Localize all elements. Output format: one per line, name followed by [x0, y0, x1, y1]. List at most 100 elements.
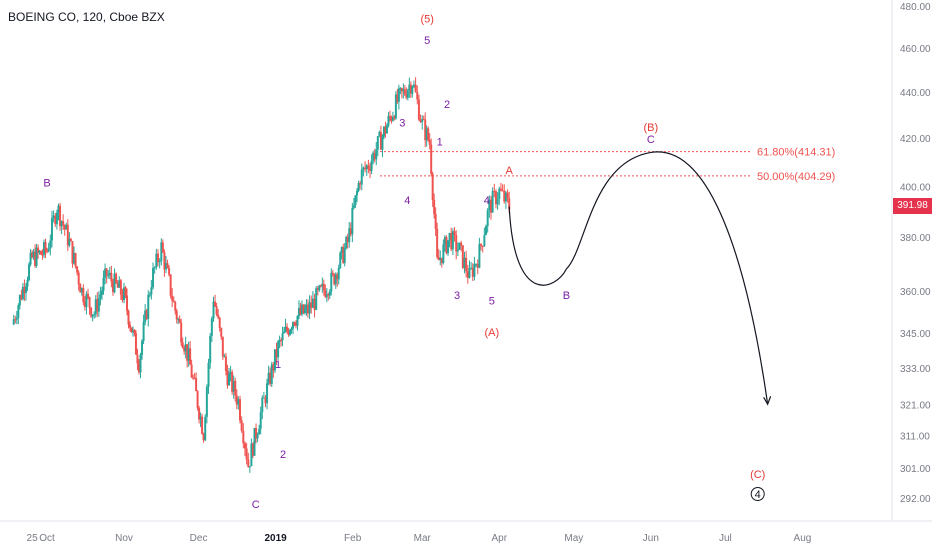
- projection-curve[interactable]: [508, 151, 769, 405]
- candle-body: [480, 244, 483, 246]
- candle-body: [364, 167, 367, 170]
- candle-body: [228, 374, 231, 386]
- candle-body: [440, 257, 443, 263]
- candle-body: [337, 267, 340, 280]
- candle-body: [139, 354, 142, 373]
- wave-label: 4: [404, 195, 410, 207]
- candle-body: [186, 344, 189, 361]
- time-tick-label: Apr: [491, 533, 507, 544]
- candle-body: [375, 149, 378, 160]
- candle-body: [357, 183, 360, 191]
- candle-body: [235, 395, 238, 405]
- candle-body: [63, 225, 66, 230]
- candle-body: [220, 327, 223, 337]
- candle-body: [152, 268, 155, 288]
- candle-body: [284, 326, 287, 332]
- candle-body: [402, 89, 405, 92]
- time-axis[interactable]: OctNovDec2019FebMarAprMayJunJulAugSep25: [0, 520, 932, 544]
- candle-body: [161, 242, 164, 253]
- candle-body: [100, 290, 103, 295]
- candle-body: [330, 272, 333, 292]
- candle-body: [142, 322, 145, 341]
- candle-body: [31, 252, 34, 258]
- candle-body: [365, 165, 368, 170]
- candle-body: [224, 356, 227, 371]
- candle-body: [46, 251, 48, 253]
- candle-body: [328, 291, 331, 296]
- candle-body: [376, 136, 379, 150]
- candle-body: [212, 301, 215, 319]
- candle-body: [253, 427, 256, 456]
- candle-body: [168, 267, 171, 275]
- time-tick-label: 25: [27, 533, 39, 544]
- candle-body: [180, 322, 183, 343]
- wave-label: 1: [275, 359, 281, 371]
- candle-body: [130, 327, 133, 333]
- candle-body: [351, 207, 354, 235]
- candle-body: [280, 340, 283, 342]
- candle-body: [422, 119, 425, 121]
- candle-body: [124, 287, 127, 296]
- candle-body: [470, 267, 473, 269]
- candle-body: [226, 370, 229, 386]
- wave-label: (C): [750, 469, 765, 481]
- candle-body: [204, 416, 207, 441]
- candle-body: [283, 331, 286, 334]
- candle-body: [451, 231, 454, 250]
- candle-body: [20, 294, 23, 300]
- candle-body: [286, 326, 289, 331]
- candle-body: [145, 310, 148, 319]
- candle-body: [453, 231, 456, 235]
- candle-body: [437, 256, 440, 261]
- candle-body: [77, 272, 80, 285]
- candle-body: [331, 272, 334, 275]
- candle-body: [465, 257, 468, 272]
- price-axis[interactable]: 480.00 460.00 440.00 420.00 400.00 380.00 360.…: [891, 0, 931, 520]
- candle-body: [259, 412, 262, 429]
- candle-body: [261, 397, 264, 413]
- candle-body: [387, 116, 390, 126]
- candle-body: [71, 241, 74, 264]
- candle-body: [460, 242, 463, 246]
- candle-body: [297, 307, 300, 316]
- candle-body: [431, 173, 434, 200]
- candle-body: [247, 459, 250, 467]
- price-tick-label: 420.00: [900, 134, 931, 145]
- candle-body: [324, 290, 327, 297]
- candle-body: [94, 299, 97, 315]
- candle-body: [305, 304, 308, 309]
- candle-body: [196, 391, 199, 408]
- price-tick-label: 380.00: [900, 233, 931, 244]
- candle-body: [372, 152, 375, 161]
- time-tick-label: Mar: [414, 533, 432, 544]
- projection-path[interactable]: [508, 151, 772, 406]
- price-tick-label: 345.00: [900, 329, 931, 340]
- candle-body: [34, 251, 37, 266]
- candle-body: [315, 288, 318, 310]
- candle-body: [425, 128, 428, 141]
- candle-body: [336, 274, 339, 280]
- candle-body: [450, 232, 453, 250]
- candle-body: [478, 244, 481, 268]
- candle-body: [215, 306, 218, 315]
- candle-body: [489, 199, 492, 213]
- candle-body: [322, 283, 325, 291]
- candle-body: [221, 336, 224, 357]
- candle-body: [137, 363, 140, 373]
- candle-body: [91, 314, 94, 317]
- candle-body: [175, 310, 178, 320]
- candle-body: [232, 380, 235, 392]
- candle-body: [234, 380, 237, 396]
- candle-body: [105, 268, 108, 276]
- candle-body: [334, 274, 337, 285]
- projection-arrowhead: [763, 396, 772, 406]
- candle-body: [28, 264, 31, 280]
- candle-body: [128, 324, 131, 328]
- candle-body: [40, 251, 43, 255]
- candle-body: [43, 242, 46, 255]
- fibonacci-levels[interactable]: 61.80%(414.31) 50.00%(404.29): [380, 147, 835, 183]
- candle-body: [428, 140, 431, 145]
- candle-body: [313, 298, 316, 310]
- candle-body: [439, 257, 442, 261]
